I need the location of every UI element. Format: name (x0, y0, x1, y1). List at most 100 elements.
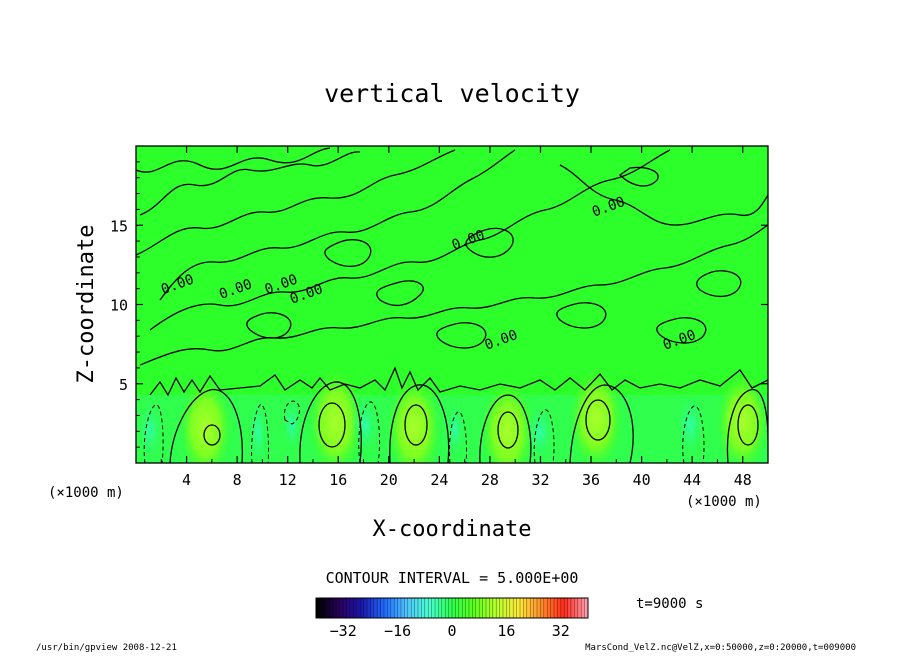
colorbar-cell (554, 598, 558, 618)
x-unit-right: (×1000 m) (686, 494, 762, 510)
colorbar-tick-16: 16 (497, 622, 515, 640)
x-tick-label-44: 44 (683, 471, 701, 489)
colorbar-cell (407, 598, 412, 618)
x-tick-label-24: 24 (430, 471, 448, 489)
x-tick-label-8: 8 (233, 471, 242, 489)
updraft-core-0 (178, 377, 233, 463)
colorbar-cell (448, 598, 453, 618)
colorbar-cell (475, 598, 480, 618)
colorbar-cell (567, 598, 572, 618)
plot-area: 0.00 0.00 0.000.000.000.000.00 0.00 (136, 146, 768, 463)
x-axis-label: X-coordinate (373, 517, 532, 542)
colorbar-cell (520, 598, 524, 618)
y-axis-label: Z-coordinate (74, 225, 99, 384)
colorbar-cell (523, 598, 528, 618)
colorbar-cell (441, 598, 446, 618)
x-tick-label-40: 40 (633, 471, 651, 489)
colorbar-cell (469, 598, 473, 618)
colorbar-cell (537, 598, 541, 618)
colorbar-cell (486, 598, 490, 618)
colorbar-cell (560, 598, 565, 618)
colorbar: −32 −16 0 16 32 (315, 597, 589, 640)
colorbar-cell (499, 598, 504, 618)
colorbar-tick-32: 32 (552, 622, 570, 640)
colorbar-cell (404, 598, 409, 618)
colorbar-cell (574, 598, 579, 618)
colorbar-cell (506, 598, 511, 618)
colorbar-cell (458, 598, 463, 618)
colorbar-cell (435, 598, 439, 618)
updraft-core-4 (568, 367, 624, 463)
colorbar-cell (424, 598, 429, 618)
colorbar-cell (584, 598, 589, 618)
colorbar-cell (557, 598, 562, 618)
contour-interval-label: CONTOUR INTERVAL = 5.000E+00 (326, 569, 579, 587)
colorbar-cell (387, 598, 392, 618)
colorbar-cell (533, 598, 538, 618)
x-tick-label-28: 28 (481, 471, 499, 489)
y-tick-label-5: 5 (119, 376, 128, 394)
y-tick-label-15: 15 (110, 217, 128, 235)
colorbar-tick-0: 0 (447, 622, 456, 640)
colorbar-cell (394, 598, 398, 618)
negative-contours (143, 400, 705, 463)
colorbar-cell (336, 598, 341, 618)
colorbar-cell (390, 598, 395, 618)
colorbar-cell (431, 598, 436, 618)
colorbar-cell (503, 598, 507, 618)
colorbar-cell (492, 598, 497, 618)
colorbar-cell (367, 598, 371, 618)
footer-left: /usr/bin/gpview 2008-12-21 (36, 643, 177, 653)
colorbar-cell (380, 598, 385, 618)
updraft-core-2 (386, 375, 442, 463)
colorbar-cell (414, 598, 419, 618)
colorbar-tick--32: −32 (330, 622, 357, 640)
colorbar-cell (564, 598, 568, 618)
colorbar-tick--16: −16 (384, 622, 411, 640)
colorbar-cell (343, 598, 347, 618)
time-label: t=9000 s (636, 596, 703, 612)
colorbar-cell (360, 598, 364, 618)
colorbar-cell (455, 598, 460, 618)
colorbar-cell (489, 598, 494, 618)
colorbar-cell (543, 598, 548, 618)
colorbar-cell (547, 598, 551, 618)
colorbar-frame (315, 597, 589, 619)
colorbar-cell (482, 598, 487, 618)
colorbar-cell (438, 598, 443, 618)
colorbar-cell (513, 598, 517, 618)
colorbar-cell (401, 598, 405, 618)
colorbar-cell (322, 598, 327, 618)
colorbar-cell (540, 598, 545, 618)
x-tick-label-12: 12 (279, 471, 297, 489)
colorbar-cell (370, 598, 375, 618)
colorbar-cell (384, 598, 388, 618)
colorbar-cell (550, 598, 555, 618)
colorbar-cell (496, 598, 500, 618)
x-axis: 4 8 12 16 20 24 28 32 36 40 44 48 (160, 146, 752, 489)
colorbar-cell (421, 598, 426, 618)
y-tick-label-10: 10 (110, 297, 128, 315)
colorbar-cell (397, 598, 402, 618)
colorbar-cell (428, 598, 432, 618)
x-unit-left: (×1000 m) (48, 485, 124, 501)
colorbar-cell (377, 598, 381, 618)
chart-title: vertical velocity (324, 79, 580, 108)
colorbar-cell (350, 598, 354, 618)
x-tick-label-20: 20 (380, 471, 398, 489)
x-tick-label-4: 4 (182, 471, 191, 489)
colorbar-cell (571, 598, 575, 618)
colorbar-cell (452, 598, 456, 618)
colorbar-cell (472, 598, 477, 618)
x-tick-label-48: 48 (734, 471, 752, 489)
colorbar-cell (353, 598, 358, 618)
colorbar-cell (333, 598, 337, 618)
colorbar-cell (581, 598, 585, 618)
contour-lines (136, 147, 768, 463)
colorbar-cell (339, 598, 344, 618)
colorbar-cell (411, 598, 415, 618)
colorbar-cell (418, 598, 422, 618)
colorbar-cell (445, 598, 449, 618)
colorbar-cell (356, 598, 361, 618)
colorbar-cell (373, 598, 378, 618)
